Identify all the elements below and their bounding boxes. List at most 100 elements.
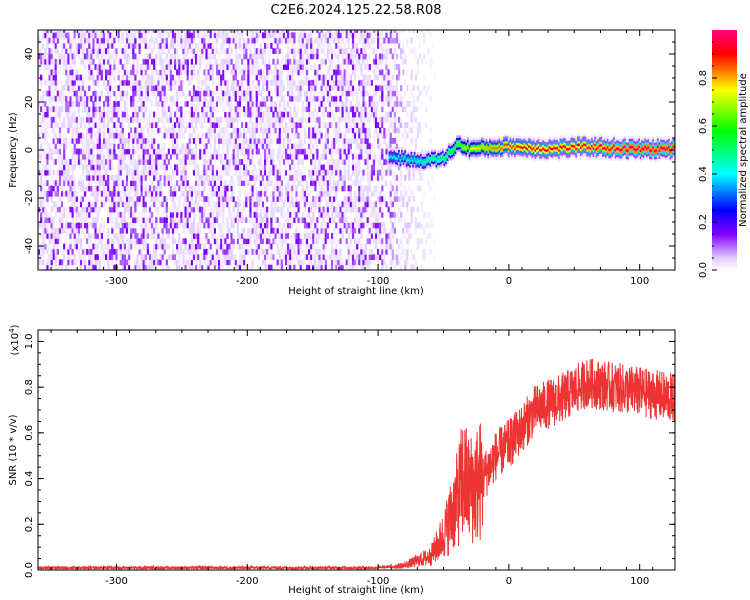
heatmap-noise-cell xyxy=(324,32,327,39)
heatmap-noise-cell xyxy=(343,116,346,123)
heatmap-noise-cell xyxy=(132,196,135,202)
heatmap-noise-cell xyxy=(354,64,357,70)
heatmap-noise-cell xyxy=(272,238,275,245)
heatmap-noise-cell xyxy=(69,227,72,234)
heatmap-noise-cell xyxy=(117,90,120,97)
heatmap-noise-cell xyxy=(125,53,129,60)
heatmap-noise-cell xyxy=(197,185,200,192)
heatmap-noise-cell xyxy=(165,164,168,171)
heatmap-noise-cell xyxy=(174,53,177,60)
heatmap-noise-cell xyxy=(38,233,41,239)
heatmap-noise-cell xyxy=(285,153,288,160)
heatmap-noise-cell xyxy=(197,259,200,266)
heatmap-noise-cell xyxy=(261,106,265,113)
heatmap-noise-cell xyxy=(243,153,246,160)
heatmap-noise-cell xyxy=(322,43,325,49)
heatmap-noise-cell xyxy=(234,69,237,76)
heatmap-noise-cell xyxy=(192,90,196,97)
heatmap-noise-cell xyxy=(52,233,55,239)
heatmap-noise-cell xyxy=(339,222,342,229)
heatmap-noise-cell xyxy=(199,196,202,202)
heatmap-noise-cell xyxy=(119,175,122,181)
heatmap-noise-cell xyxy=(268,175,271,181)
heatmap-noise-cell xyxy=(75,32,78,39)
heatmap-noise-cell xyxy=(209,95,212,102)
heatmap-noise-cell xyxy=(117,101,120,107)
heatmap-noise-cell xyxy=(100,164,103,171)
heatmap-noise-cell xyxy=(255,32,258,39)
heatmap-noise-cell xyxy=(50,196,53,202)
heatmap-noise-cell xyxy=(44,169,47,176)
heatmap-noise-cell xyxy=(92,164,95,171)
heatmap-noise-cell xyxy=(299,48,302,54)
heatmap-noise-cell xyxy=(207,101,210,107)
heatmap-noise-cell xyxy=(261,95,265,102)
heatmap-noise-cell xyxy=(167,222,170,229)
heatmap-noise-cell xyxy=(326,148,329,155)
heatmap-noise-cell xyxy=(132,101,135,107)
heatmap-noise-cell xyxy=(102,122,106,128)
heatmap-noise-cell xyxy=(209,233,212,239)
heatmap-noise-cell xyxy=(42,233,45,239)
heatmap-noise-cell xyxy=(282,196,286,202)
heatmap-noise-cell xyxy=(314,222,317,229)
heatmap-noise-cell xyxy=(121,74,124,81)
heatmap-noise-cell xyxy=(203,175,206,181)
heatmap-noise-cell xyxy=(69,122,72,128)
heatmap-noise-cell xyxy=(163,243,166,250)
heatmap-noise-cell xyxy=(328,48,332,54)
heatmap-noise-cell xyxy=(289,222,292,229)
heatmap-noise-cell xyxy=(222,217,225,223)
heatmap-noise-cell xyxy=(109,101,112,107)
heatmap-noise-cell xyxy=(341,211,344,218)
heatmap-noise-cell xyxy=(130,148,133,155)
heatmap-noise-cell xyxy=(157,243,160,250)
heatmap-noise-cell xyxy=(161,190,164,197)
heatmap-noise-cell xyxy=(195,233,198,239)
heatmap-noise-cell xyxy=(48,37,51,44)
heatmap-noise-cell xyxy=(251,259,254,266)
heatmap-noise-cell xyxy=(42,69,45,76)
heatmap-noise-cell xyxy=(69,222,72,229)
heatmap-noise-cell xyxy=(324,190,327,197)
heatmap-noise-cell xyxy=(266,111,269,118)
heatmap-noise-cell xyxy=(335,233,338,239)
heatmap-noise-cell xyxy=(337,222,340,229)
heatmap-noise-cell xyxy=(134,206,137,213)
heatmap-noise-cell xyxy=(123,53,126,60)
heatmap-noise-cell xyxy=(88,175,91,181)
heatmap-noise-cell xyxy=(282,206,286,213)
heatmap-noise-cell xyxy=(351,90,355,97)
heatmap-noise-cell xyxy=(163,111,166,118)
heatmap-noise-cell xyxy=(251,175,254,181)
heatmap-noise-cell xyxy=(297,111,300,118)
heatmap-noise-cell xyxy=(322,185,325,192)
heatmap-noise-cell xyxy=(121,264,124,270)
heatmap-noise-cell xyxy=(121,122,124,128)
heatmap-noise-cell xyxy=(190,48,193,54)
heatmap-noise-cell xyxy=(351,127,355,134)
heatmap-noise-cell xyxy=(163,58,166,65)
heatmap-noise-cell xyxy=(134,32,137,39)
heatmap-noise-cell xyxy=(308,190,311,197)
heatmap-noise-cell xyxy=(146,159,149,165)
heatmap-noise-cell xyxy=(226,233,229,239)
heatmap-noise-cell xyxy=(192,127,196,134)
heatmap-noise-cell xyxy=(354,148,357,155)
heatmap-noise-cell xyxy=(308,95,311,102)
heatmap-noise-cell xyxy=(345,48,348,54)
heatmap-noise-cell xyxy=(46,164,49,171)
heatmap-noise-cell xyxy=(333,164,336,171)
heatmap-noise-cell xyxy=(73,127,76,134)
heatmap-noise-cell xyxy=(320,43,323,49)
heatmap-noise-cell xyxy=(297,85,300,91)
heatmap-noise-cell xyxy=(305,90,309,97)
heatmap-noise-cell xyxy=(186,48,189,54)
heatmap-noise-cell xyxy=(174,138,177,144)
heatmap-noise-cell xyxy=(52,238,55,245)
heatmap-noise-cell xyxy=(209,53,212,60)
heatmap-noise-cell xyxy=(324,64,327,70)
heatmap-noise-cell xyxy=(224,185,227,192)
heatmap-noise-cell xyxy=(241,79,244,86)
heatmap-noise-cell xyxy=(241,238,244,245)
